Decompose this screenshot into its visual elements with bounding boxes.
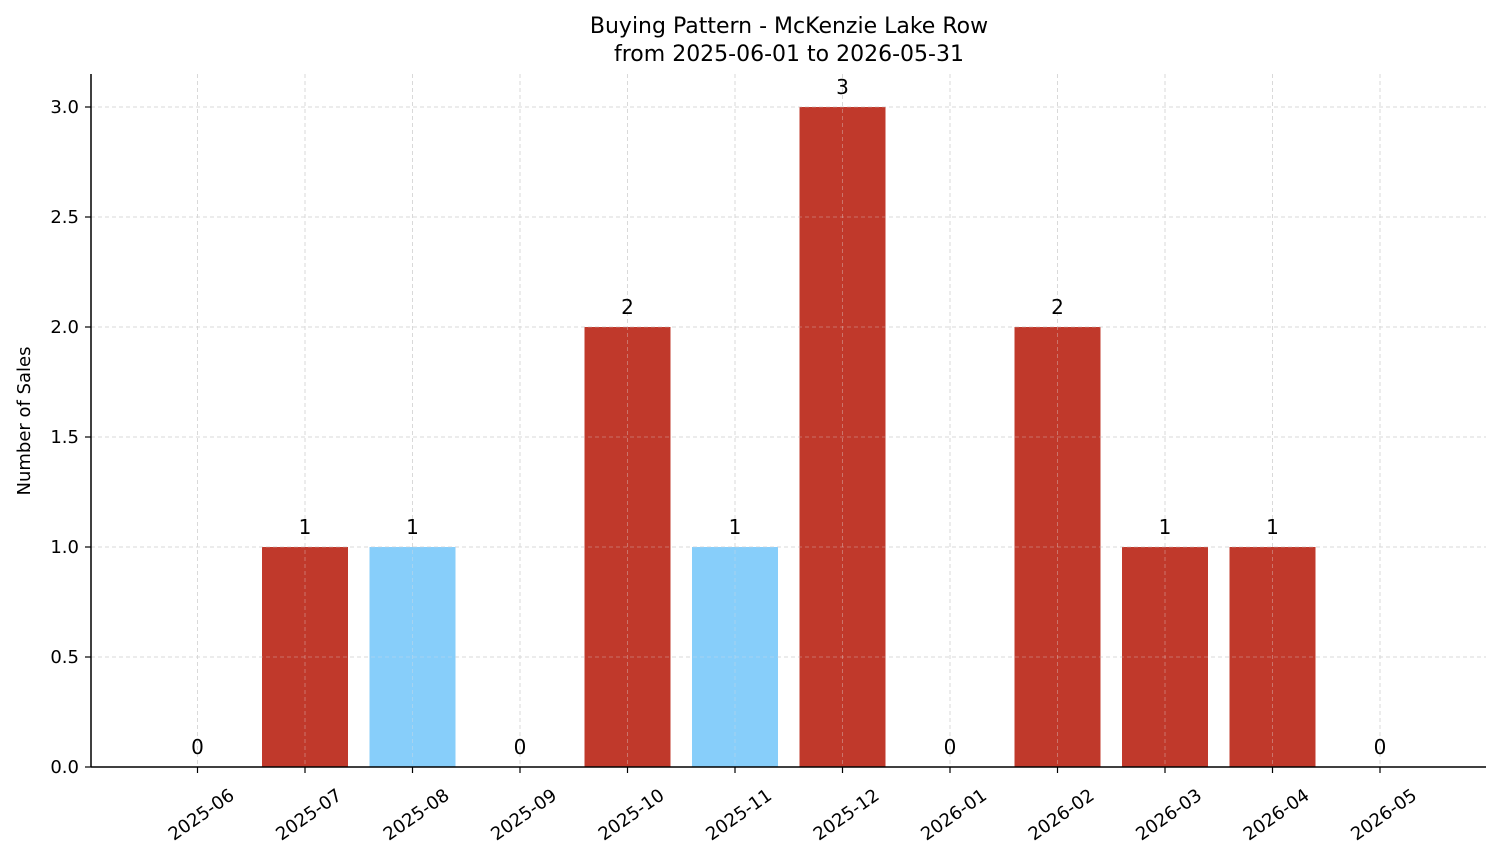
x-tick-label: 2025-08 (380, 785, 454, 845)
y-tick-label: 0.0 (50, 757, 79, 778)
data-label: 3 (836, 75, 849, 99)
x-tick-label: 2025-11 (702, 785, 776, 845)
bar-2026-03 (1122, 547, 1208, 767)
bar-2025-11 (692, 547, 778, 767)
data-label: 0 (191, 735, 204, 759)
y-tick-label: 3.0 (50, 97, 79, 118)
bar-layer (91, 74, 1486, 768)
data-label: 1 (299, 515, 312, 539)
x-tick-label: 2025-12 (810, 785, 884, 845)
x-tick-label: 2025-06 (165, 785, 239, 845)
bar-2026-02 (1014, 327, 1101, 767)
label-layer: 0 1 1 0 2 1 3 0 2 1 1 0 (191, 75, 1386, 759)
x-tick-label: 2026-03 (1132, 785, 1206, 845)
x-tick-label: 2025-10 (595, 785, 669, 845)
y-tick-label: 2.5 (50, 207, 79, 228)
chart-title: Buying Pattern - McKenzie Lake Row (590, 14, 988, 39)
y-tick-label: 2.0 (50, 317, 79, 338)
x-tick-label: 2026-04 (1240, 785, 1314, 845)
y-axis-label: Number of Sales (14, 346, 35, 495)
x-tick-label: 2026-05 (1347, 785, 1421, 845)
data-label: 2 (1051, 295, 1064, 319)
data-label: 0 (514, 735, 527, 759)
data-label: 0 (944, 735, 957, 759)
x-tick-label: 2026-01 (917, 785, 991, 845)
data-label: 1 (406, 515, 419, 539)
y-tick-label: 1.0 (50, 537, 79, 558)
bar-2025-10 (584, 327, 671, 767)
data-label: 2 (621, 295, 634, 319)
data-label: 0 (1374, 735, 1387, 759)
data-label: 1 (1159, 515, 1172, 539)
data-label: 1 (1266, 515, 1279, 539)
bar-2025-07 (262, 547, 348, 767)
bar-2026-04 (1229, 547, 1316, 767)
x-tick-label: 2025-07 (272, 785, 346, 845)
data-label: 1 (729, 515, 742, 539)
chart-subtitle: from 2025-06-01 to 2026-05-31 (614, 42, 964, 67)
x-tick-label: 2026-02 (1025, 785, 1099, 845)
bar-2025-12 (799, 107, 886, 767)
y-tick-label: 1.5 (50, 427, 79, 448)
x-tick-label: 2025-09 (487, 785, 561, 845)
bar-2025-08 (369, 547, 456, 767)
y-tick-label: 0.5 (50, 647, 79, 668)
